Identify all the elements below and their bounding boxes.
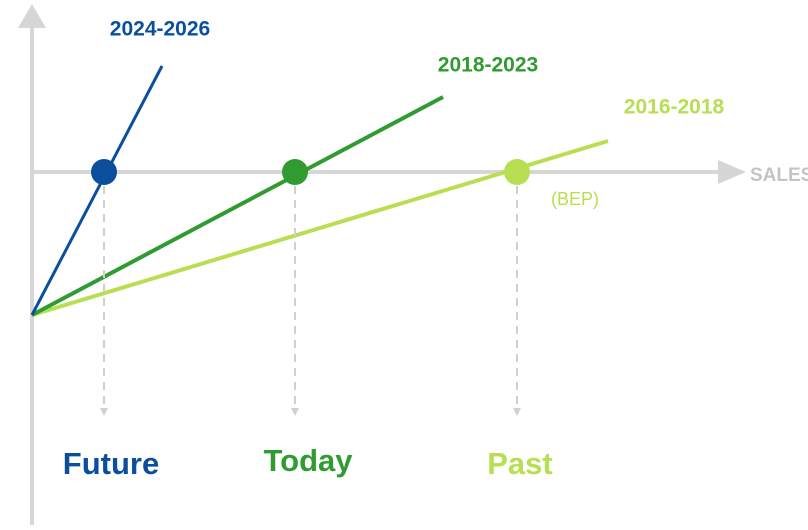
bep-point — [91, 159, 117, 185]
horizontal-axis-arrow — [718, 160, 746, 184]
annotation: (BEP) — [551, 189, 599, 209]
outcome-label: Today — [264, 443, 354, 478]
line-label: 2018-2023 — [438, 54, 538, 77]
line-label: 2024-2026 — [110, 18, 210, 41]
line-today — [31, 95, 444, 317]
axis-label: SALES (K$) — [750, 165, 808, 186]
vertical-axis-arrow — [18, 4, 46, 28]
line-label: 2016-2018 — [624, 96, 725, 119]
outcome-label: Future — [63, 446, 159, 481]
outcome-label: Past — [487, 446, 552, 481]
bep-point — [282, 159, 308, 185]
bep-point — [504, 159, 530, 185]
line-future — [30, 65, 164, 316]
